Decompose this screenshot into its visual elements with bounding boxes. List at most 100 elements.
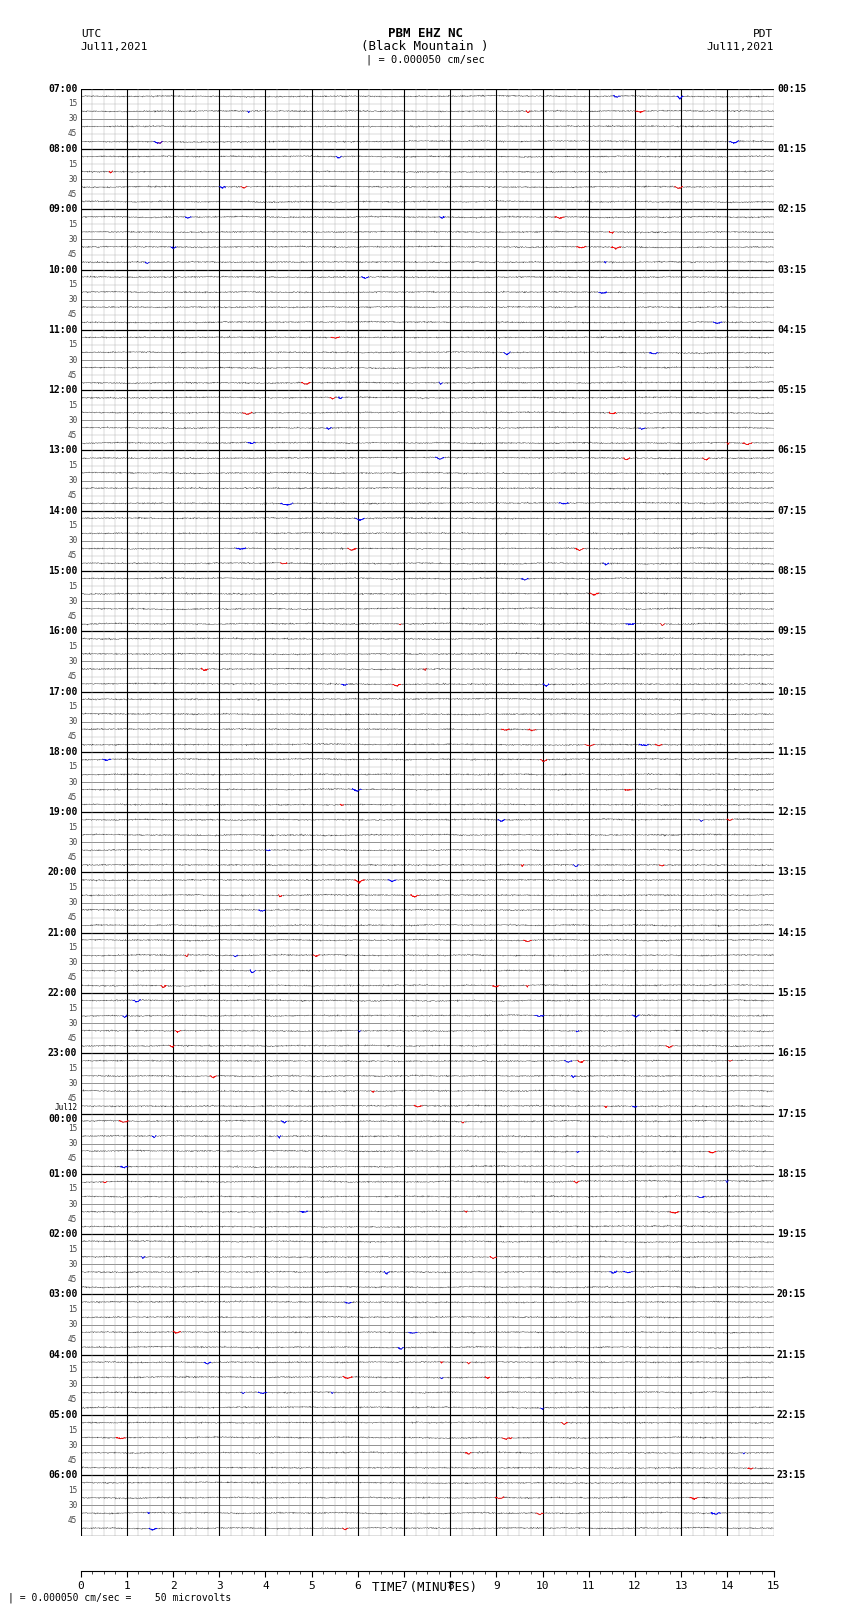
Text: 15: 15 (68, 1305, 77, 1315)
Text: 30: 30 (68, 1440, 77, 1450)
Text: 01:15: 01:15 (777, 144, 807, 153)
Text: 02:15: 02:15 (777, 205, 807, 215)
Text: 45: 45 (68, 1336, 77, 1344)
Text: 15: 15 (68, 1365, 77, 1374)
Text: 15: 15 (68, 1486, 77, 1495)
Text: 15:15: 15:15 (777, 989, 807, 998)
Text: 45: 45 (68, 732, 77, 742)
Text: 05:15: 05:15 (777, 386, 807, 395)
Text: 15: 15 (68, 882, 77, 892)
Text: 07:15: 07:15 (777, 506, 807, 516)
Text: | = 0.000050 cm/sec: | = 0.000050 cm/sec (366, 55, 484, 66)
Text: 45: 45 (68, 490, 77, 500)
Text: 45: 45 (68, 310, 77, 319)
Text: 30: 30 (68, 1200, 77, 1208)
Text: Jul12: Jul12 (54, 1103, 77, 1111)
Text: 30: 30 (68, 898, 77, 907)
Text: 15: 15 (68, 219, 77, 229)
Text: 11:15: 11:15 (777, 747, 807, 756)
Text: 30: 30 (68, 958, 77, 968)
Text: 19:15: 19:15 (777, 1229, 807, 1239)
Text: 15: 15 (68, 461, 77, 469)
Text: 15: 15 (68, 642, 77, 652)
Text: 30: 30 (68, 416, 77, 424)
Text: PBM EHZ NC: PBM EHZ NC (388, 27, 462, 40)
Text: 10:00: 10:00 (48, 265, 77, 274)
Text: Jul11,2021: Jul11,2021 (81, 42, 148, 52)
Text: 17:00: 17:00 (48, 687, 77, 697)
Text: 45: 45 (68, 611, 77, 621)
Text: 05:00: 05:00 (48, 1410, 77, 1419)
Text: 19:00: 19:00 (48, 806, 77, 818)
Text: 45: 45 (68, 973, 77, 982)
Text: 30: 30 (68, 777, 77, 787)
Text: 08:00: 08:00 (48, 144, 77, 153)
Text: 07:00: 07:00 (48, 84, 77, 94)
Text: 15: 15 (68, 582, 77, 590)
Text: 30: 30 (68, 537, 77, 545)
Text: 13:00: 13:00 (48, 445, 77, 455)
Text: 15: 15 (68, 281, 77, 289)
Text: | = 0.000050 cm/sec =    50 microvolts: | = 0.000050 cm/sec = 50 microvolts (8, 1592, 232, 1603)
Text: 30: 30 (68, 1139, 77, 1148)
Text: 45: 45 (68, 792, 77, 802)
Text: Jul11,2021: Jul11,2021 (706, 42, 774, 52)
Text: 17:15: 17:15 (777, 1108, 807, 1118)
Text: 15: 15 (68, 763, 77, 771)
Text: 30: 30 (68, 1019, 77, 1027)
Text: 45: 45 (68, 1155, 77, 1163)
Text: 30: 30 (68, 597, 77, 605)
Text: 30: 30 (68, 1260, 77, 1269)
Text: 30: 30 (68, 174, 77, 184)
Text: 45: 45 (68, 1395, 77, 1405)
Text: 15: 15 (68, 823, 77, 832)
Text: 45: 45 (68, 190, 77, 198)
Text: 45: 45 (68, 1034, 77, 1042)
Text: 09:15: 09:15 (777, 626, 807, 636)
Text: 01:00: 01:00 (48, 1169, 77, 1179)
Text: 30: 30 (68, 295, 77, 305)
Text: 16:00: 16:00 (48, 626, 77, 636)
Text: 14:00: 14:00 (48, 506, 77, 516)
Text: 16:15: 16:15 (777, 1048, 807, 1058)
Text: 11:00: 11:00 (48, 324, 77, 336)
Text: 08:15: 08:15 (777, 566, 807, 576)
Text: 45: 45 (68, 1455, 77, 1465)
Text: 18:15: 18:15 (777, 1169, 807, 1179)
Text: 30: 30 (68, 115, 77, 123)
Text: 15: 15 (68, 160, 77, 169)
Text: 00:15: 00:15 (777, 84, 807, 94)
Text: 45: 45 (68, 129, 77, 139)
Text: 23:15: 23:15 (777, 1471, 807, 1481)
Text: 15: 15 (68, 1184, 77, 1194)
Text: 15: 15 (68, 1426, 77, 1434)
Text: 22:00: 22:00 (48, 989, 77, 998)
Text: 23:00: 23:00 (48, 1048, 77, 1058)
Text: 09:00: 09:00 (48, 205, 77, 215)
Text: 04:00: 04:00 (48, 1350, 77, 1360)
Text: 45: 45 (68, 431, 77, 440)
Text: 30: 30 (68, 718, 77, 726)
Text: 21:00: 21:00 (48, 927, 77, 937)
Text: 45: 45 (68, 1274, 77, 1284)
Text: 45: 45 (68, 1094, 77, 1103)
Text: 45: 45 (68, 1215, 77, 1224)
Text: 15: 15 (68, 702, 77, 711)
Text: 30: 30 (68, 656, 77, 666)
Text: 06:15: 06:15 (777, 445, 807, 455)
Text: 30: 30 (68, 1381, 77, 1389)
Text: 45: 45 (68, 552, 77, 560)
Text: 03:00: 03:00 (48, 1289, 77, 1300)
Text: (Black Mountain ): (Black Mountain ) (361, 40, 489, 53)
Text: 21:15: 21:15 (777, 1350, 807, 1360)
Text: 02:00: 02:00 (48, 1229, 77, 1239)
Text: 22:15: 22:15 (777, 1410, 807, 1419)
Text: 00:00: 00:00 (48, 1113, 77, 1124)
Text: 15: 15 (68, 340, 77, 350)
Text: 15: 15 (68, 521, 77, 531)
Text: 30: 30 (68, 235, 77, 244)
Text: 20:00: 20:00 (48, 868, 77, 877)
Text: 12:00: 12:00 (48, 386, 77, 395)
Text: 45: 45 (68, 853, 77, 861)
Text: 45: 45 (68, 250, 77, 260)
